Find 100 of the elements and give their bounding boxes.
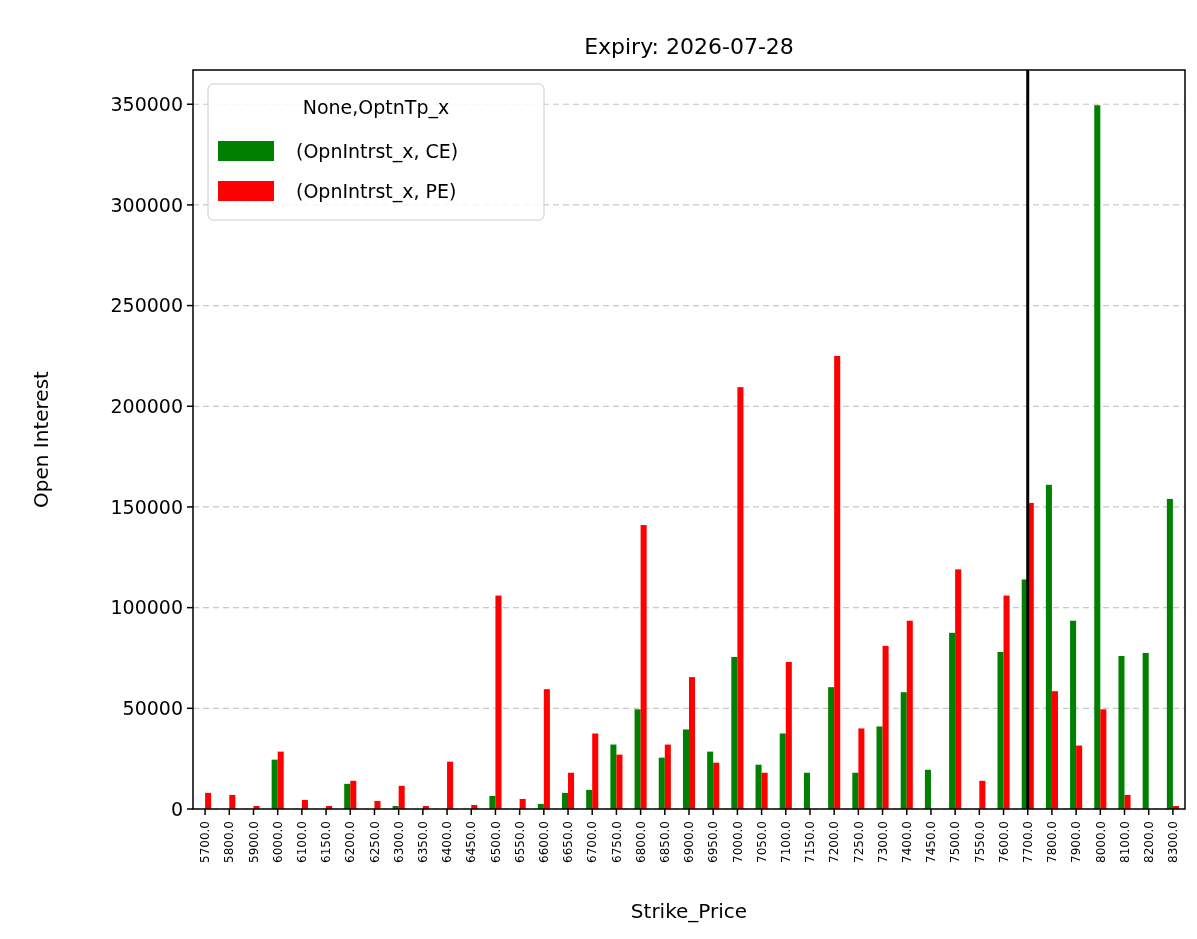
bar: [713, 762, 720, 809]
bar: [658, 757, 665, 809]
bar: [1094, 105, 1101, 809]
x-tick-label: 6250.0: [367, 821, 382, 863]
bar: [495, 595, 502, 809]
x-tick-label: 8200.0: [1141, 821, 1156, 863]
y-axis-title: Open Interest: [29, 370, 53, 508]
bar: [852, 772, 859, 809]
x-tick-label: 6150.0: [319, 821, 334, 863]
x-tick-label: 7550.0: [972, 821, 987, 863]
bar: [640, 525, 647, 809]
bar: [997, 651, 1004, 809]
x-tick-label: 6000.0: [270, 821, 285, 863]
bar: [834, 355, 841, 809]
bar: [561, 792, 569, 809]
bar: [1166, 498, 1173, 809]
x-tick-label: 5900.0: [246, 821, 261, 863]
bar: [955, 569, 962, 809]
x-tick-label: 6900.0: [682, 821, 697, 863]
x-tick-label: 6350.0: [416, 821, 431, 863]
x-tick-label: 6100.0: [295, 821, 310, 863]
x-tick-label: 7100.0: [778, 821, 793, 863]
bar: [1076, 745, 1083, 809]
x-tick-label: 7150.0: [803, 821, 818, 863]
y-tick-label: 250000: [110, 294, 183, 317]
x-tick-label: 6950.0: [706, 821, 721, 863]
bar: [489, 795, 496, 809]
x-tick-label: 7700.0: [1020, 821, 1035, 863]
y-tick-label: 200000: [110, 394, 183, 417]
x-tick-label: 6850.0: [658, 821, 672, 863]
x-tick-label: 8300.0: [1166, 821, 1181, 863]
x-tick-label: 6700.0: [585, 821, 600, 863]
bar: [682, 729, 689, 809]
x-tick-label: 6800.0: [633, 821, 648, 863]
bar: [344, 783, 351, 809]
x-tick-label: 7400.0: [899, 821, 914, 863]
legend-title: None,OptnTp_x: [302, 96, 450, 119]
bar: [1003, 595, 1010, 809]
bar: [876, 726, 883, 809]
bar: [1070, 620, 1077, 809]
bar: [1051, 691, 1058, 809]
legend-label: (OpnIntrst_x, PE): [296, 179, 457, 203]
x-tick-label: 6200.0: [343, 821, 358, 863]
bar: [882, 645, 889, 809]
bar: [229, 794, 236, 809]
x-tick-label: 6300.0: [391, 821, 406, 863]
bar: [543, 689, 550, 809]
bar: [1142, 652, 1149, 809]
y-tick-label: 100000: [110, 596, 183, 619]
x-tick-label: 5800.0: [222, 821, 237, 863]
x-tick-label: 6500.0: [488, 821, 503, 863]
y-tick-label: 150000: [110, 495, 183, 518]
x-tick-label: 6750.0: [609, 821, 624, 863]
x-tick-label: 7250.0: [851, 821, 866, 863]
bar: [924, 769, 931, 809]
bar: [586, 789, 593, 809]
chart-title: Expiry: 2026-07-28: [584, 34, 794, 59]
bar: [634, 709, 641, 809]
bar: [664, 744, 671, 809]
x-tick-label: 6400.0: [440, 821, 455, 863]
bar: [949, 632, 956, 809]
bar: [350, 780, 357, 809]
x-tick-label: 7050.0: [754, 821, 769, 863]
bar: [755, 764, 762, 809]
bar: [205, 792, 212, 809]
bar: [277, 751, 284, 809]
bar: [1100, 709, 1107, 809]
x-tick-label: 7800.0: [1045, 821, 1060, 863]
x-tick-label: 7200.0: [827, 821, 842, 863]
x-tick-label: 5700.0: [198, 821, 213, 863]
bar: [737, 387, 744, 809]
x-tick-label: 8100.0: [1117, 821, 1132, 863]
x-tick-label: 8000.0: [1093, 821, 1108, 863]
bar: [707, 751, 714, 809]
bar: [803, 772, 810, 809]
bar: [785, 662, 792, 809]
y-tick-label: 50000: [122, 696, 183, 719]
bar: [374, 800, 381, 809]
bar: [779, 733, 786, 809]
bar: [398, 785, 405, 809]
bar: [616, 754, 623, 809]
x-axis-title: Strike_Price: [630, 899, 748, 923]
x-tick-label: 6550.0: [512, 821, 527, 863]
bar: [979, 780, 986, 809]
x-tick-label: 7900.0: [1069, 821, 1084, 863]
x-tick-label: 7300.0: [875, 821, 890, 863]
x-tick-label: 7000.0: [730, 821, 745, 863]
bar: [689, 677, 696, 809]
bar: [1124, 794, 1131, 809]
bar: [828, 687, 835, 809]
y-tick-label: 350000: [110, 92, 183, 115]
x-tick-label: 6450.0: [464, 821, 479, 863]
x-tick-label: 7600.0: [996, 821, 1011, 863]
x-tick-label: 6650.0: [561, 821, 576, 863]
x-tick-label: 6600.0: [537, 821, 552, 863]
bar: [1118, 655, 1125, 809]
bar: [610, 744, 617, 809]
bar: [858, 728, 865, 809]
bar: [906, 620, 913, 809]
bar: [761, 772, 768, 809]
